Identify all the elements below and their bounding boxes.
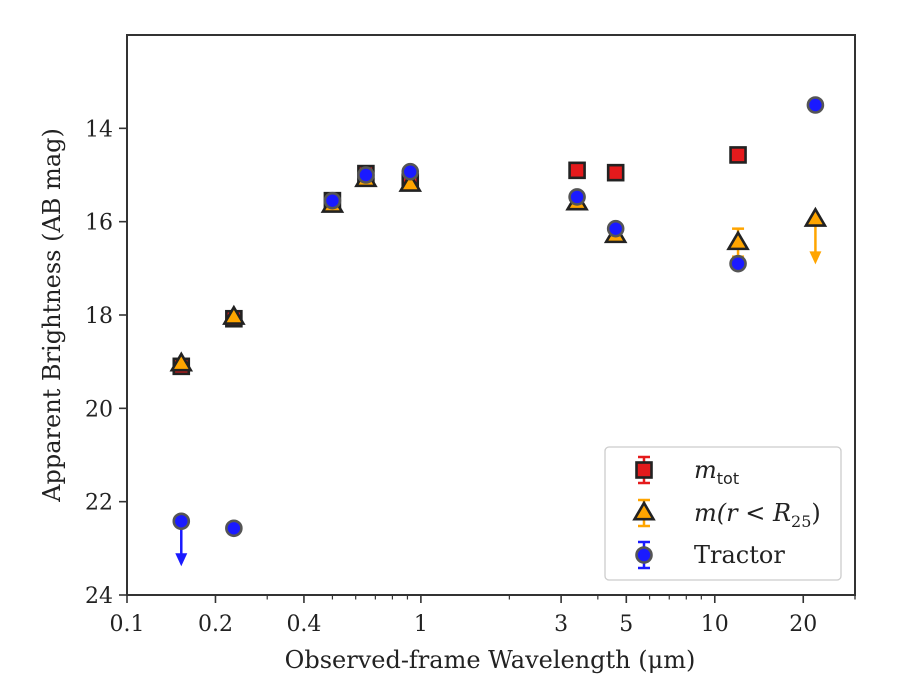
data-point <box>726 230 750 251</box>
legend-label-main: m <box>694 456 717 484</box>
x-tick-label: 5 <box>619 612 633 637</box>
legend-label-main: m(r < R <box>694 499 791 527</box>
legend-marker <box>635 546 653 564</box>
data-point <box>803 206 828 227</box>
data-point <box>568 161 586 180</box>
series-tractor <box>172 96 825 567</box>
x-tick-label: 1 <box>414 612 428 637</box>
legend-label: Tractor <box>694 541 785 569</box>
data-point <box>606 163 625 182</box>
y-tick-label: 16 <box>85 211 113 236</box>
y-tick-label: 22 <box>85 491 113 516</box>
plot-area <box>169 96 828 567</box>
arrow-head <box>175 553 188 567</box>
x-tick-label: 10 <box>701 612 729 637</box>
legend-label-subscript: tot <box>717 469 739 488</box>
arrow-head <box>809 251 822 265</box>
series-m-r-r25 <box>169 167 828 372</box>
y-tick-label: 20 <box>85 397 113 422</box>
y-axis-label: Apparent Brightness (AB mag) <box>38 128 66 503</box>
y-tick-label: 24 <box>85 584 113 609</box>
legend-marker <box>635 461 653 479</box>
data-point <box>398 171 423 192</box>
series-m-tot <box>172 146 747 376</box>
x-axis-label: Observed-frame Wavelength (μm) <box>285 646 696 674</box>
x-tick-label: 0.1 <box>110 612 145 637</box>
point-marker <box>635 546 653 564</box>
legend-label: m(r < R25) <box>694 499 821 531</box>
x-tick-label: 20 <box>789 612 817 637</box>
legend-label-end: ) <box>811 499 820 527</box>
legend-item-tractor: Tractor <box>635 540 785 570</box>
legend-marker <box>632 500 656 521</box>
legend-label-subscript: 25 <box>791 512 811 531</box>
legend: mtot m(r < R25) Tractor <box>604 446 842 581</box>
x-tick-label: 3 <box>554 612 568 637</box>
axes: 0.1 0.2 0.4 1 3 5 10 20 14 16 18 20 22 24 <box>85 34 856 637</box>
data-point <box>169 351 194 372</box>
legend-box <box>604 446 842 581</box>
data-point <box>729 146 747 164</box>
x-tick-label: 0.2 <box>198 612 233 637</box>
x-tick-label: 0.4 <box>286 612 321 637</box>
data-point <box>222 304 246 325</box>
y-tick-label: 18 <box>85 304 113 329</box>
y-tick-label: 14 <box>85 117 113 142</box>
legend-item-m-r-r25: m(r < R25) <box>632 498 821 531</box>
legend-label: mtot <box>694 456 739 488</box>
legend-item-m-tot: mtot <box>635 455 739 488</box>
